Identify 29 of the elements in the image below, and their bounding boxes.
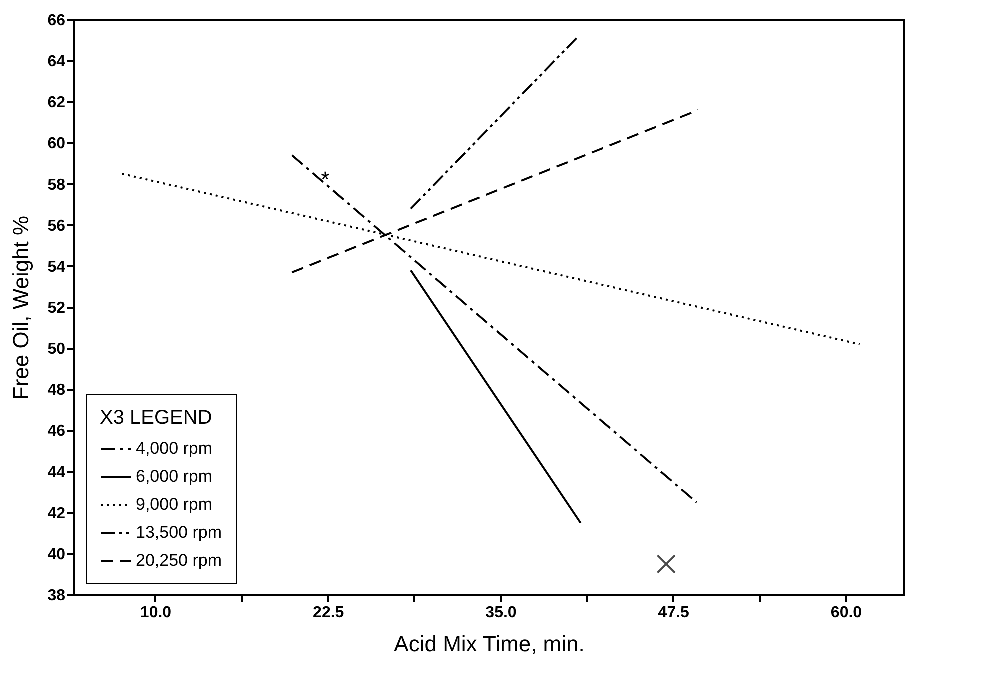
y-tick-label: 60 (48, 136, 66, 153)
legend-label: 6,000 rpm (136, 467, 213, 486)
y-tick-label: 44 (48, 464, 66, 482)
y-tick-label: 42 (48, 505, 66, 522)
y-tick-label: 48 (48, 382, 66, 400)
x-tick-label: 10.0 (140, 604, 172, 622)
y-tick-label: 56 (48, 218, 66, 235)
y-tick-label: 58 (48, 176, 66, 194)
x-tick-label: 47.5 (658, 604, 690, 622)
x-axis-title: Acid Mix Time, min. (394, 632, 585, 656)
legend-label: 13,500 rpm (136, 523, 222, 542)
legend-label: 20,250 rpm (136, 551, 222, 570)
x-tick-label: 35.0 (486, 604, 517, 622)
y-tick-label: 40 (48, 546, 66, 564)
y-tick-label: 46 (48, 423, 66, 440)
y-tick-label: 66 (48, 12, 66, 30)
y-tick-label: 62 (48, 94, 66, 112)
y-tick-label: 50 (48, 341, 66, 358)
legend-label: 9,000 rpm (136, 495, 213, 514)
y-tick-label: 38 (48, 588, 66, 604)
legend-label: 4,000 rpm (136, 439, 213, 458)
y-tick-label: 54 (48, 258, 66, 276)
legend-title: X3 LEGEND (100, 407, 212, 429)
y-axis-title: Free Oil, Weight % (8, 216, 34, 400)
x-tick-label: 22.5 (313, 604, 344, 622)
y-tick-label: 52 (48, 300, 66, 317)
y-tick-label: 64 (48, 54, 66, 71)
annotation: * (321, 167, 330, 192)
x-tick-label: 60.0 (830, 604, 862, 622)
